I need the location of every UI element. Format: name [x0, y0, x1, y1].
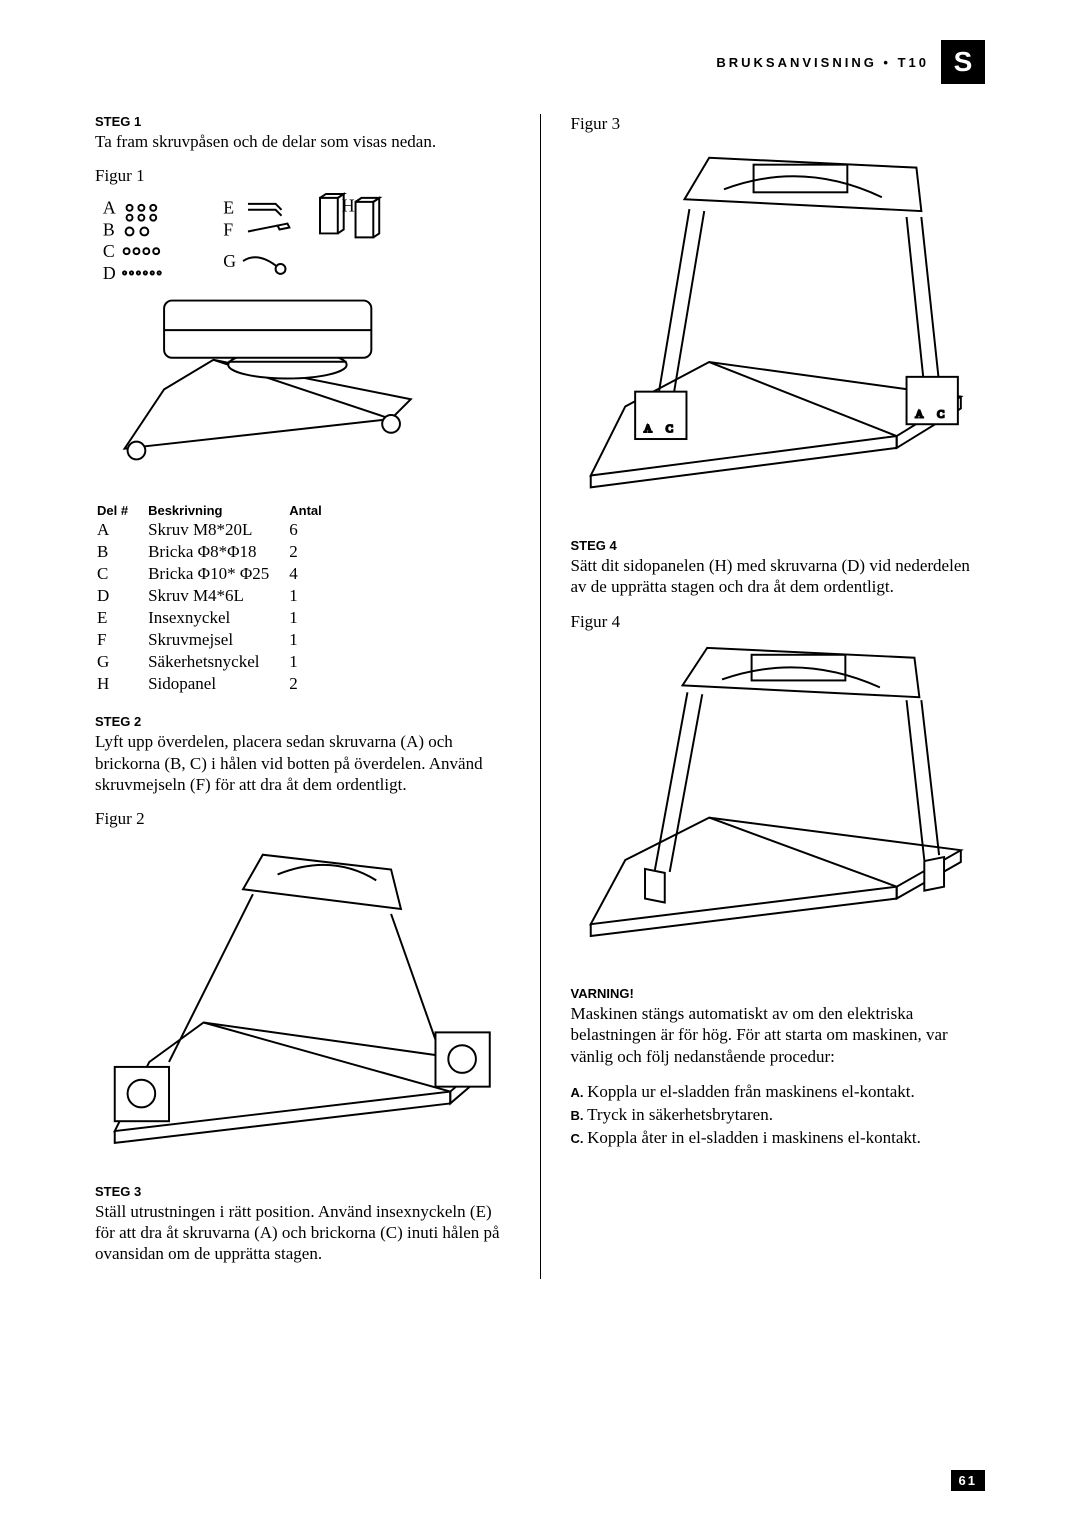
step3-text: Ställ utrustningen i rätt position. Anvä…: [95, 1201, 510, 1265]
svg-text:A: A: [644, 423, 652, 435]
table-cell: G: [97, 652, 146, 672]
table-cell: 1: [289, 652, 340, 672]
table-cell: 6: [289, 520, 340, 540]
left-column: STEG 1 Ta fram skruvpåsen och de delar s…: [95, 114, 510, 1279]
table-row: GSäkerhetsnyckel1: [97, 652, 340, 672]
table-cell: Skruvmejsel: [148, 630, 287, 650]
figure1-svg: A B C D E F G: [95, 192, 510, 478]
warning-text: Maskinen stängs automatiskt av om den el…: [571, 1003, 986, 1067]
parts-col-antal: Antal: [289, 503, 340, 518]
figure2-label: Figur 2: [95, 809, 510, 829]
figure4-svg: [571, 638, 986, 964]
figure3-label: Figur 3: [571, 114, 986, 134]
page-number: 61: [951, 1470, 985, 1491]
parts-col-del: Del #: [97, 503, 146, 518]
parts-table: Del # Beskrivning Antal ASkruv M8*20L6BB…: [95, 501, 342, 696]
figure2-svg: [95, 835, 510, 1161]
step4-text: Sätt dit sidopanelen (H) med skruvarna (…: [571, 555, 986, 598]
step2-text: Lyft upp överdelen, placera sedan skruva…: [95, 731, 510, 795]
warning-heading: VARNING!: [571, 986, 986, 1001]
fig1-letter-e: E: [223, 198, 234, 218]
figure1-label: Figur 1: [95, 166, 510, 186]
right-column: Figur 3: [571, 114, 986, 1279]
warning-item-text: Koppla ur el-sladden från maskinens el-k…: [587, 1082, 915, 1101]
warning-item-label: A.: [571, 1085, 588, 1100]
header-breadcrumb: BRUKSANVISNING • T10: [716, 55, 929, 70]
fig1-letter-d: D: [103, 263, 116, 283]
table-cell: H: [97, 674, 146, 694]
step2-heading: STEG 2: [95, 714, 510, 729]
column-divider: [540, 114, 541, 1279]
table-cell: C: [97, 564, 146, 584]
figure3: A C A C: [571, 140, 986, 520]
fig1-letter-g: G: [223, 251, 236, 271]
table-cell: Sidopanel: [148, 674, 287, 694]
table-cell: 1: [289, 630, 340, 650]
table-row: CBricka Φ10* Φ254: [97, 564, 340, 584]
table-cell: B: [97, 542, 146, 562]
table-cell: Skruv M8*20L: [148, 520, 287, 540]
parts-col-beskr: Beskrivning: [148, 503, 287, 518]
table-row: ASkruv M8*20L6: [97, 520, 340, 540]
table-row: HSidopanel2: [97, 674, 340, 694]
table-cell: Säkerhetsnyckel: [148, 652, 287, 672]
figure3-svg: A C A C: [571, 140, 986, 515]
table-cell: Insexnyckel: [148, 608, 287, 628]
table-row: FSkruvmejsel1: [97, 630, 340, 650]
table-row: EInsexnyckel1: [97, 608, 340, 628]
table-cell: F: [97, 630, 146, 650]
warning-list: A. Koppla ur el-sladden från maskinens e…: [571, 1081, 986, 1150]
figure4: [571, 638, 986, 969]
warning-item-text: Koppla åter in el-sladden i maskinens el…: [587, 1128, 921, 1147]
warning-item-text: Tryck in säkerhetsbrytaren.: [587, 1105, 773, 1124]
step1-heading: STEG 1: [95, 114, 510, 129]
table-cell: D: [97, 586, 146, 606]
fig1-letter-a: A: [103, 198, 116, 218]
figure1: A B C D E F G: [95, 192, 510, 483]
svg-text:A: A: [915, 408, 923, 420]
language-badge: S: [941, 40, 985, 84]
table-cell: A: [97, 520, 146, 540]
table-row: BBricka Φ8*Φ182: [97, 542, 340, 562]
warning-item-label: C.: [571, 1131, 588, 1146]
fig1-letter-c: C: [103, 241, 115, 261]
table-cell: 1: [289, 586, 340, 606]
warning-item: C. Koppla åter in el-sladden i maskinens…: [571, 1127, 986, 1150]
table-cell: Bricka Φ8*Φ18: [148, 542, 287, 562]
fig1-letter-f: F: [223, 220, 233, 240]
table-cell: E: [97, 608, 146, 628]
warning-item: A. Koppla ur el-sladden från maskinens e…: [571, 1081, 986, 1104]
table-cell: Skruv M4*6L: [148, 586, 287, 606]
table-cell: 1: [289, 608, 340, 628]
step3-heading: STEG 3: [95, 1184, 510, 1199]
table-row: DSkruv M4*6L1: [97, 586, 340, 606]
step1-text: Ta fram skruvpåsen och de delar som visa…: [95, 131, 510, 152]
fig1-letter-b: B: [103, 220, 115, 240]
warning-item-label: B.: [571, 1108, 588, 1123]
table-cell: 2: [289, 674, 340, 694]
step4-heading: STEG 4: [571, 538, 986, 553]
figure2: [95, 835, 510, 1166]
svg-text:C: C: [937, 408, 944, 420]
figure4-label: Figur 4: [571, 612, 986, 632]
table-cell: 4: [289, 564, 340, 584]
warning-item: B. Tryck in säkerhetsbrytaren.: [571, 1104, 986, 1127]
table-cell: 2: [289, 542, 340, 562]
table-cell: Bricka Φ10* Φ25: [148, 564, 287, 584]
svg-text:C: C: [665, 423, 672, 435]
